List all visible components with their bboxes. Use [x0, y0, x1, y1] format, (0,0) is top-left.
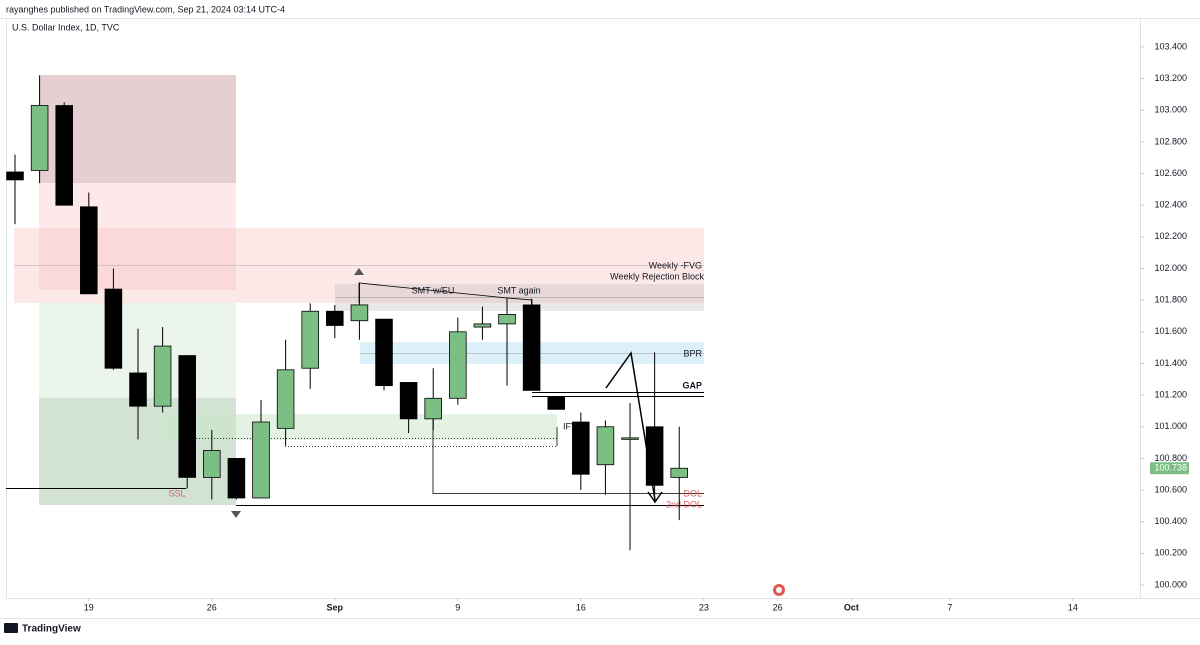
candle-body [399, 382, 418, 420]
footer: TradingView [22, 624, 81, 635]
candle-body [375, 318, 393, 387]
candle-body [498, 314, 516, 325]
candle-body [30, 105, 49, 171]
y-tick-label: 102.400 [1154, 200, 1187, 210]
x-tick-label: 23 [699, 602, 709, 612]
x-tick-label: 26 [207, 602, 217, 612]
annotation: DOL [683, 488, 702, 498]
annotation: BPR [683, 348, 702, 358]
marker-down [231, 511, 241, 518]
y-tick-label: 100.000 [1154, 579, 1187, 589]
candle-body [522, 304, 541, 391]
candle-body [104, 288, 123, 369]
candle-body [350, 304, 369, 322]
annotation: Weekly -FVG [649, 260, 702, 270]
x-tick-label: 7 [947, 602, 952, 612]
last-price-label: 100.738 [1154, 463, 1187, 473]
y-tick-label: 101.200 [1154, 389, 1187, 399]
candle-body [129, 372, 147, 407]
x-tick-label: 19 [84, 602, 94, 612]
x-tick-label: Oct [844, 602, 859, 612]
y-tick-label: 101.800 [1154, 295, 1187, 305]
y-tick-label: 103.200 [1154, 73, 1187, 83]
candle-body [55, 105, 73, 206]
publisher: rayanghes published on TradingView.com, … [6, 4, 285, 14]
x-tick-label: Sep [327, 602, 344, 612]
annotation: Weekly Rejection Block [610, 271, 704, 281]
y-tick-label: 101.400 [1154, 358, 1187, 368]
candle-body [645, 426, 664, 486]
x-tick-label: 26 [773, 602, 783, 612]
y-tick-label: 102.000 [1154, 263, 1187, 273]
candle-body [203, 450, 221, 478]
x-tick-label: 16 [576, 602, 586, 612]
y-tick-label: 100.400 [1154, 516, 1187, 526]
y-tick-label: 102.800 [1154, 136, 1187, 146]
candle-body [6, 171, 24, 181]
candle-body [473, 323, 492, 328]
y-tick-label: 102.600 [1154, 168, 1187, 178]
y-tick-label: 100.600 [1154, 484, 1187, 494]
candle-body [621, 437, 639, 440]
y-tick-label: 103.000 [1154, 105, 1187, 115]
y-tick-label: 103.400 [1154, 41, 1187, 51]
candles [6, 75, 688, 551]
candle-body [326, 310, 344, 326]
candle-body [252, 421, 270, 499]
y-tick-label: 102.200 [1154, 231, 1187, 241]
candle-body [80, 206, 98, 295]
chart-title: U.S. Dollar Index, 1D, TVC [12, 22, 120, 32]
y-tick-label: 100.200 [1154, 548, 1187, 558]
y-tick-label: 100.800 [1154, 453, 1187, 463]
annotation: SMT w/EU [412, 285, 455, 295]
candle-body [227, 458, 246, 499]
annotation: 2nd DOL [666, 499, 702, 509]
candle-body [301, 310, 319, 369]
event-flag-inner [776, 587, 782, 593]
candle-body [178, 355, 196, 478]
zone [162, 414, 557, 440]
candle-body [424, 397, 442, 420]
annotation: SSL [168, 488, 185, 498]
candle-body [547, 396, 565, 410]
x-tick-label: 9 [455, 602, 460, 612]
candle-body [572, 421, 590, 475]
candle-body [276, 369, 295, 429]
candle-body [449, 331, 467, 399]
annotation: SMT again [497, 285, 540, 295]
x-tick-label: 14 [1068, 602, 1078, 612]
logo [4, 623, 18, 633]
candle-body [596, 426, 615, 466]
candle-body [670, 467, 688, 478]
y-tick-label: 101.000 [1154, 421, 1187, 431]
marker-up [354, 268, 364, 275]
last-price-box [1150, 462, 1189, 475]
dol-line [432, 418, 704, 494]
candle-body [153, 345, 172, 407]
annotation: GAP [682, 380, 702, 390]
y-tick-label: 101.600 [1154, 326, 1187, 336]
